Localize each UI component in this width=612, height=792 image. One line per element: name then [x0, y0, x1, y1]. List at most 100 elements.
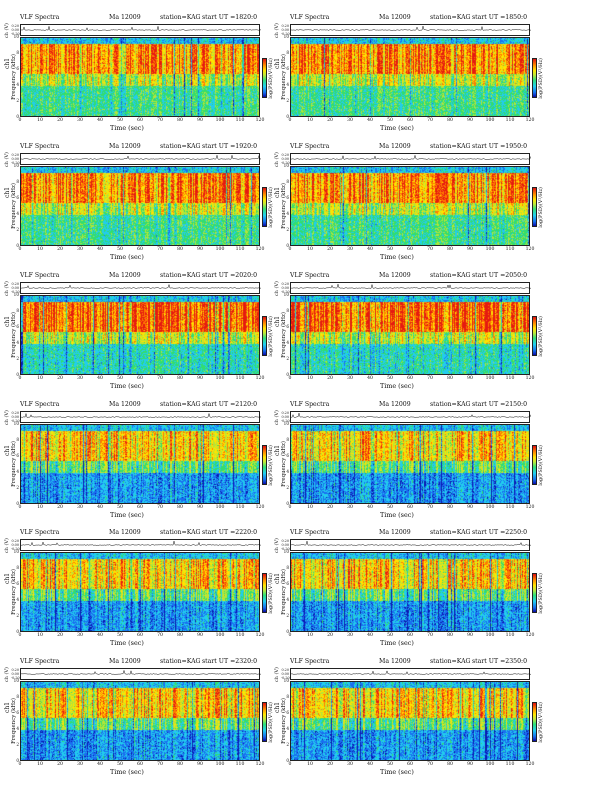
waveform-plot [290, 668, 531, 680]
time-tick-label: 100 [485, 376, 495, 381]
time-tick-label: 100 [215, 118, 225, 123]
frequency-tick-label: 0 [16, 114, 19, 119]
time-tick-label: 110 [505, 376, 515, 381]
frequency-tick-label: 10 [283, 421, 289, 426]
colorbar [262, 187, 267, 227]
wave-tick-label: 0.20 [11, 153, 19, 157]
time-tick-label: 110 [235, 376, 245, 381]
spectrogram-panel: VLF Spectra Ma 12009 station=KAG start UT =… [274, 658, 550, 778]
frequency-axis-label: Frequency (kHz) [281, 569, 287, 615]
time-tick-label: 60 [137, 633, 143, 638]
frequency-tick-label: 8 [16, 437, 19, 442]
waveform-plot [290, 282, 531, 294]
time-tick-label: 60 [137, 118, 143, 123]
frequency-tick-label: 4 [286, 469, 289, 474]
time-tick-label: 120 [255, 505, 265, 510]
time-tick-label: 50 [117, 118, 123, 123]
frequency-axis-label: Frequency (kHz) [11, 441, 17, 487]
spectrogram-panel: VLF Spectra Ma 12009 station=KAG start UT =… [274, 529, 550, 649]
time-tick-label: 50 [387, 762, 393, 767]
waveform-trace [21, 669, 261, 675]
time-tick-label: 20 [327, 247, 333, 252]
wave-tick-label: 0.20 [281, 411, 289, 415]
time-tick-label: 90 [467, 376, 473, 381]
panel-title: VLF Spectra [20, 401, 60, 408]
panel-station: station=KAG [430, 529, 471, 536]
time-tick-label: 120 [525, 118, 535, 123]
panel-title: VLF Spectra [290, 14, 330, 21]
time-tick-label: 10 [307, 762, 313, 767]
channel-label: ch1 [4, 187, 11, 199]
wave-tick-label: 0.20 [281, 282, 289, 286]
time-tick-label: 10 [37, 505, 43, 510]
colorbar [532, 316, 537, 356]
wave-tick-label: 0.20 [281, 668, 289, 672]
frequency-axis-label: Frequency (kHz) [11, 312, 17, 358]
frequency-tick-label: 2 [16, 356, 19, 361]
time-tick-label: 30 [347, 118, 353, 123]
time-tick-label: 70 [157, 247, 163, 252]
time-tick-label: 90 [197, 762, 203, 767]
frequency-tick-label: 0 [16, 501, 19, 506]
waveform-svg [291, 154, 531, 160]
spectrogram-image [291, 682, 529, 760]
frequency-axis-label: Frequency (kHz) [281, 441, 287, 487]
wave-tick-label: 0.00 [11, 28, 19, 32]
frequency-tick-label: 4 [286, 340, 289, 345]
waveform-y-label: ch (V) [4, 281, 10, 297]
panel-station: station=KAG [430, 401, 471, 408]
time-axis-label: Time (sec) [380, 124, 414, 132]
frequency-tick-label: 10 [13, 163, 19, 168]
frequency-tick-label: 4 [16, 340, 19, 345]
spectrogram-panel: VLF Spectra Ma 12009 station=KAG start UT =… [4, 272, 280, 392]
panel-start-time: start UT =2320:0 [202, 658, 258, 665]
panel-title: VLF Spectra [290, 658, 330, 665]
wave-tick-label: 0.00 [281, 415, 289, 419]
panel-station: station=KAG [160, 529, 201, 536]
waveform-y-label: ch (V) [4, 23, 10, 39]
spectrogram-plot [290, 681, 530, 761]
spectrogram-plot [290, 424, 530, 504]
waveform-svg [291, 670, 531, 675]
frequency-axis-label: Frequency (kHz) [11, 183, 17, 229]
time-axis-label: Time (sec) [110, 511, 144, 519]
spectrogram-panel: VLF Spectra Ma 12009 station=KAG start UT =… [274, 272, 550, 392]
waveform-y-label: ch (V) [274, 410, 280, 426]
time-tick-label: 80 [447, 376, 453, 381]
panel-date: Ma 12009 [379, 658, 411, 665]
panel-station: station=KAG [430, 143, 471, 150]
frequency-tick-label: 2 [16, 613, 19, 618]
frequency-tick-label: 10 [283, 163, 289, 168]
spectrogram-panel: VLF Spectra Ma 12009 station=KAG start UT =… [4, 658, 280, 778]
panel-header: VLF Spectra Ma 12009 station=KAG start UT =… [10, 143, 270, 153]
waveform-svg [21, 412, 261, 418]
panel-date: Ma 12009 [379, 401, 411, 408]
spectrogram-panel: VLF Spectra Ma 12009 station=KAG start UT =… [4, 529, 280, 649]
colorbar-label: log(PSD)(V²/Hz) [538, 573, 544, 614]
wave-tick-label: 0.00 [11, 415, 19, 419]
time-tick-label: 120 [525, 247, 535, 252]
waveform-svg [291, 25, 531, 31]
panel-header: VLF Spectra Ma 12009 station=KAG start UT =… [280, 14, 540, 24]
waveform-svg [21, 283, 261, 289]
panel-header: VLF Spectra Ma 12009 station=KAG start UT =… [10, 529, 270, 539]
time-tick-label: 70 [157, 762, 163, 767]
frequency-tick-label: 0 [16, 758, 19, 763]
time-tick-label: 100 [485, 762, 495, 767]
waveform-trace [291, 412, 531, 418]
time-tick-label: 90 [197, 247, 203, 252]
panel-station: station=KAG [430, 272, 471, 279]
time-tick-label: 70 [157, 633, 163, 638]
time-tick-label: 0 [18, 762, 22, 767]
wave-tick-label: -0.20 [11, 547, 20, 551]
time-tick-label: 50 [387, 118, 393, 123]
panel-date: Ma 12009 [109, 143, 141, 150]
spectrogram-image [291, 553, 529, 631]
time-tick-label: 60 [407, 762, 413, 767]
frequency-tick-label: 4 [286, 211, 289, 216]
time-tick-label: 120 [255, 118, 265, 123]
wave-tick-label: -0.20 [11, 419, 20, 423]
panel-start-time: start UT =2350:0 [472, 658, 528, 665]
frequency-tick-label: 0 [286, 372, 289, 377]
colorbar [262, 573, 267, 613]
